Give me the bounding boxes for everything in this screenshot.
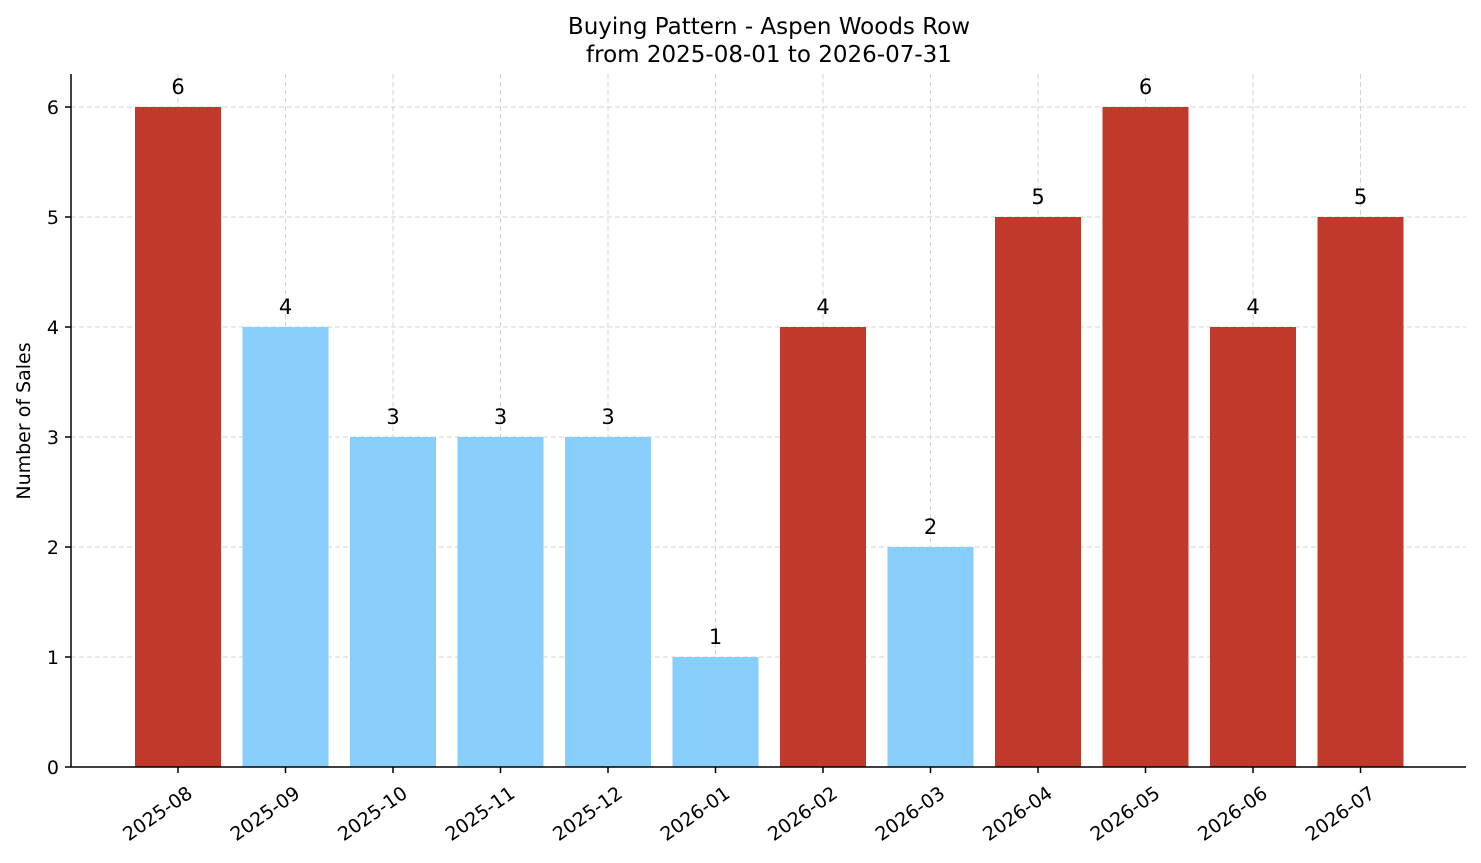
- x-tick-label: 2025-10: [334, 782, 412, 846]
- bar-value-label: 3: [494, 405, 507, 429]
- bar-2025-11: [457, 437, 544, 767]
- bar-value-label: 5: [1031, 185, 1044, 209]
- bar-2026-04: [995, 217, 1081, 767]
- bar-value-label: 4: [1246, 295, 1259, 319]
- x-tick-label: 2025-08: [119, 782, 197, 846]
- bar-value-label: 1: [709, 625, 722, 649]
- bar-value-label: 4: [816, 295, 829, 319]
- bar-2026-03: [887, 547, 974, 767]
- x-tick-label: 2026-07: [1302, 782, 1380, 846]
- bar-2026-01: [672, 657, 759, 767]
- y-tick-label: 2: [47, 537, 59, 559]
- y-tick-label: 6: [47, 97, 59, 119]
- bar-layer: [135, 107, 1404, 767]
- value-label-layer: 6 4 3 3 3 1 4 2 5 6 4 5: [171, 75, 1367, 649]
- bar-value-label: 3: [601, 405, 614, 429]
- y-tick-label: 5: [47, 207, 59, 229]
- bar-value-label: 5: [1354, 185, 1367, 209]
- x-tick-label: 2026-04: [979, 782, 1057, 846]
- bar-2025-12: [565, 437, 651, 767]
- y-tick-label: 4: [47, 317, 59, 339]
- bar-value-label: 2: [924, 515, 937, 539]
- x-tick-label: 2026-02: [764, 782, 842, 846]
- x-tick-label: 2025-11: [442, 782, 520, 846]
- y-axis-label: Number of Sales: [13, 342, 35, 499]
- x-tick-label: 2026-06: [1194, 782, 1272, 846]
- bar-value-label: 3: [386, 405, 399, 429]
- bar-2026-06: [1210, 327, 1296, 767]
- chart-subtitle: from 2025-08-01 to 2026-07-31: [586, 42, 952, 68]
- bar-2025-08: [135, 107, 221, 767]
- bar-value-label: 6: [171, 75, 184, 99]
- x-tick-label: 2026-03: [872, 782, 950, 846]
- x-tick-label: 2026-01: [657, 782, 735, 846]
- y-tick-label: 0: [47, 757, 59, 779]
- x-tick-label: 2025-12: [549, 782, 627, 846]
- bar-value-label: 4: [279, 295, 292, 319]
- x-tick-label: 2026-05: [1087, 782, 1165, 846]
- chart-title: Buying Pattern - Aspen Woods Row: [568, 14, 970, 40]
- bar-2026-02: [780, 327, 866, 767]
- bar-2026-07: [1317, 217, 1404, 767]
- bar-2025-10: [350, 437, 436, 767]
- y-tick-label: 1: [47, 647, 59, 669]
- bar-2025-09: [242, 327, 329, 767]
- y-tick-label: 3: [47, 427, 59, 449]
- bar-2026-05: [1102, 107, 1189, 767]
- bar-value-label: 6: [1139, 75, 1152, 99]
- x-tick-label: 2025-09: [227, 782, 305, 846]
